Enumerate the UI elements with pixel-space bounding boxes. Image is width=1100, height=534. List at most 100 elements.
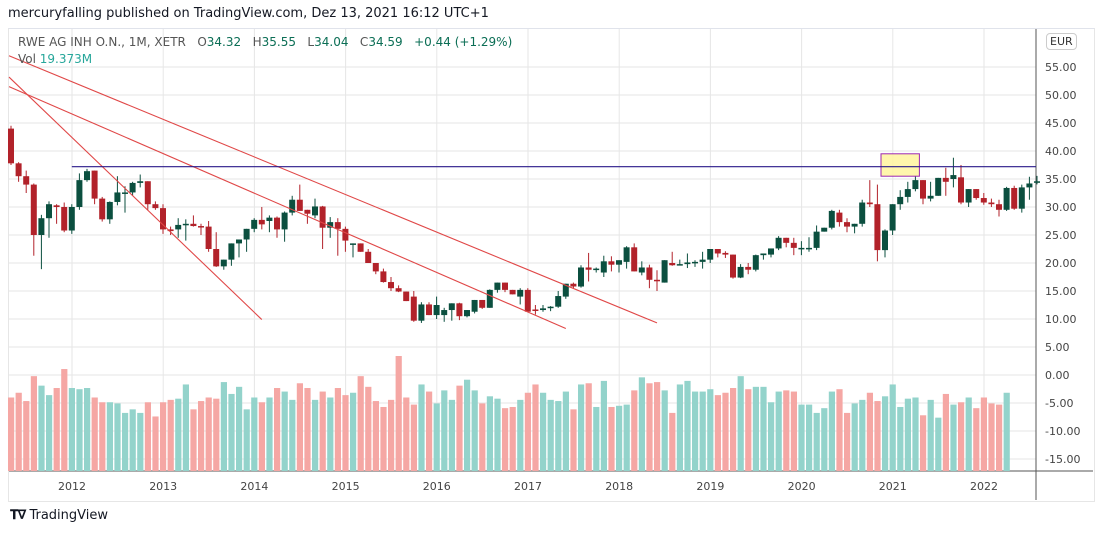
candle-down [646, 267, 653, 280]
candle-down [745, 266, 752, 270]
volume-bar [699, 391, 706, 471]
candle-down [456, 303, 463, 317]
volume-bar [988, 403, 995, 471]
trendline-2-line [8, 86, 567, 330]
volume-bar [813, 412, 820, 471]
candle-up [828, 210, 835, 228]
tradingview-footer[interactable]: 𝐓∇ TradingView [10, 508, 108, 523]
candle-down [874, 204, 881, 251]
volume-bar [517, 399, 524, 471]
volume-bar [334, 388, 341, 471]
volume-bar [91, 397, 98, 471]
volume-bar [669, 412, 676, 471]
volume-bar [859, 399, 866, 471]
volume-bar [783, 390, 790, 471]
y-tick-label: 40.00 [1045, 145, 1077, 158]
volume-bar [676, 384, 683, 471]
candle-down [403, 291, 410, 302]
candle-down [1011, 187, 1018, 209]
candle-down [532, 309, 539, 311]
volume-bar [638, 377, 645, 471]
candle-down [205, 226, 212, 249]
candle-down [714, 249, 721, 254]
volume-bar [707, 389, 714, 471]
volume-bar [950, 404, 957, 471]
volume-bar [798, 404, 805, 471]
y-tick-label: 35.00 [1045, 173, 1077, 186]
candle-down [365, 251, 372, 263]
volume-bar [920, 415, 927, 471]
open-value: 34.32 [206, 35, 242, 49]
volume-bar [752, 386, 759, 471]
volume-value: 19.373M [39, 52, 93, 66]
volume-bar [144, 402, 151, 471]
volume-bar [851, 403, 858, 471]
volume-bar [426, 391, 433, 471]
volume-bar [874, 401, 881, 471]
volume-bar [714, 395, 721, 471]
volume-bar [220, 382, 227, 471]
volume-bar [296, 383, 303, 471]
volume-bar [380, 406, 387, 471]
candle-down [479, 299, 486, 308]
candle-up [950, 175, 957, 179]
volume-bar [167, 399, 174, 471]
volume-bar [623, 404, 630, 471]
candle-down [380, 271, 387, 283]
volume-bar [15, 392, 22, 471]
candle-down [730, 254, 736, 278]
candle-up [1026, 183, 1033, 188]
volume-bar [365, 386, 372, 471]
volume-bar [289, 399, 296, 471]
volume-bar [593, 406, 600, 471]
candle-up [486, 289, 493, 308]
volume-bar [395, 356, 402, 471]
volume-bar [251, 397, 258, 471]
candle-down [942, 177, 949, 182]
volume-bar [456, 385, 463, 471]
volume-bar [8, 397, 15, 471]
candle-down [190, 223, 197, 227]
candle-down [8, 128, 14, 164]
volume-bar [53, 388, 60, 471]
candle-down [608, 261, 615, 265]
y-tick-label: -5.00 [1045, 397, 1073, 410]
candle-down [866, 202, 873, 205]
y-tick-label: 0.00 [1045, 369, 1070, 382]
volume-bar [547, 399, 554, 471]
volume-bar [806, 404, 813, 471]
symbol-legend: RWE AG INH O.N., 1M, XETR O34.32 H35.55 … [18, 35, 512, 49]
candle-up [46, 204, 52, 219]
y-tick-label: 45.00 [1045, 117, 1077, 130]
candle-down [357, 243, 364, 252]
x-tick-label: 2021 [879, 480, 907, 493]
volume-legend: Vol 19.373M [18, 52, 92, 66]
candle-down [91, 170, 98, 199]
candle-up [707, 249, 714, 260]
volume-bar [182, 384, 189, 471]
candle-up [600, 261, 607, 273]
volume-bar [692, 391, 699, 471]
currency-badge[interactable]: EUR [1046, 33, 1077, 50]
candle-up [327, 222, 334, 228]
candle-up [775, 237, 782, 249]
volume-bar [106, 402, 113, 471]
volume-bar [312, 399, 319, 471]
x-tick-label: 2018 [605, 480, 633, 493]
candle-up [897, 196, 904, 205]
volume-bar [342, 395, 349, 471]
volume-bar [99, 402, 106, 471]
volume-bar [494, 398, 501, 471]
highlight-box [880, 153, 920, 177]
volume-bar [768, 402, 775, 471]
candle-down [304, 209, 311, 214]
volume-bar [190, 409, 197, 471]
y-tick-label: -15.00 [1045, 453, 1080, 466]
candle-up [68, 207, 75, 231]
candle-down [99, 198, 106, 220]
candle-up [798, 247, 805, 250]
candle-down [152, 204, 159, 209]
candle-up [266, 217, 273, 221]
volume-bar [608, 406, 615, 471]
